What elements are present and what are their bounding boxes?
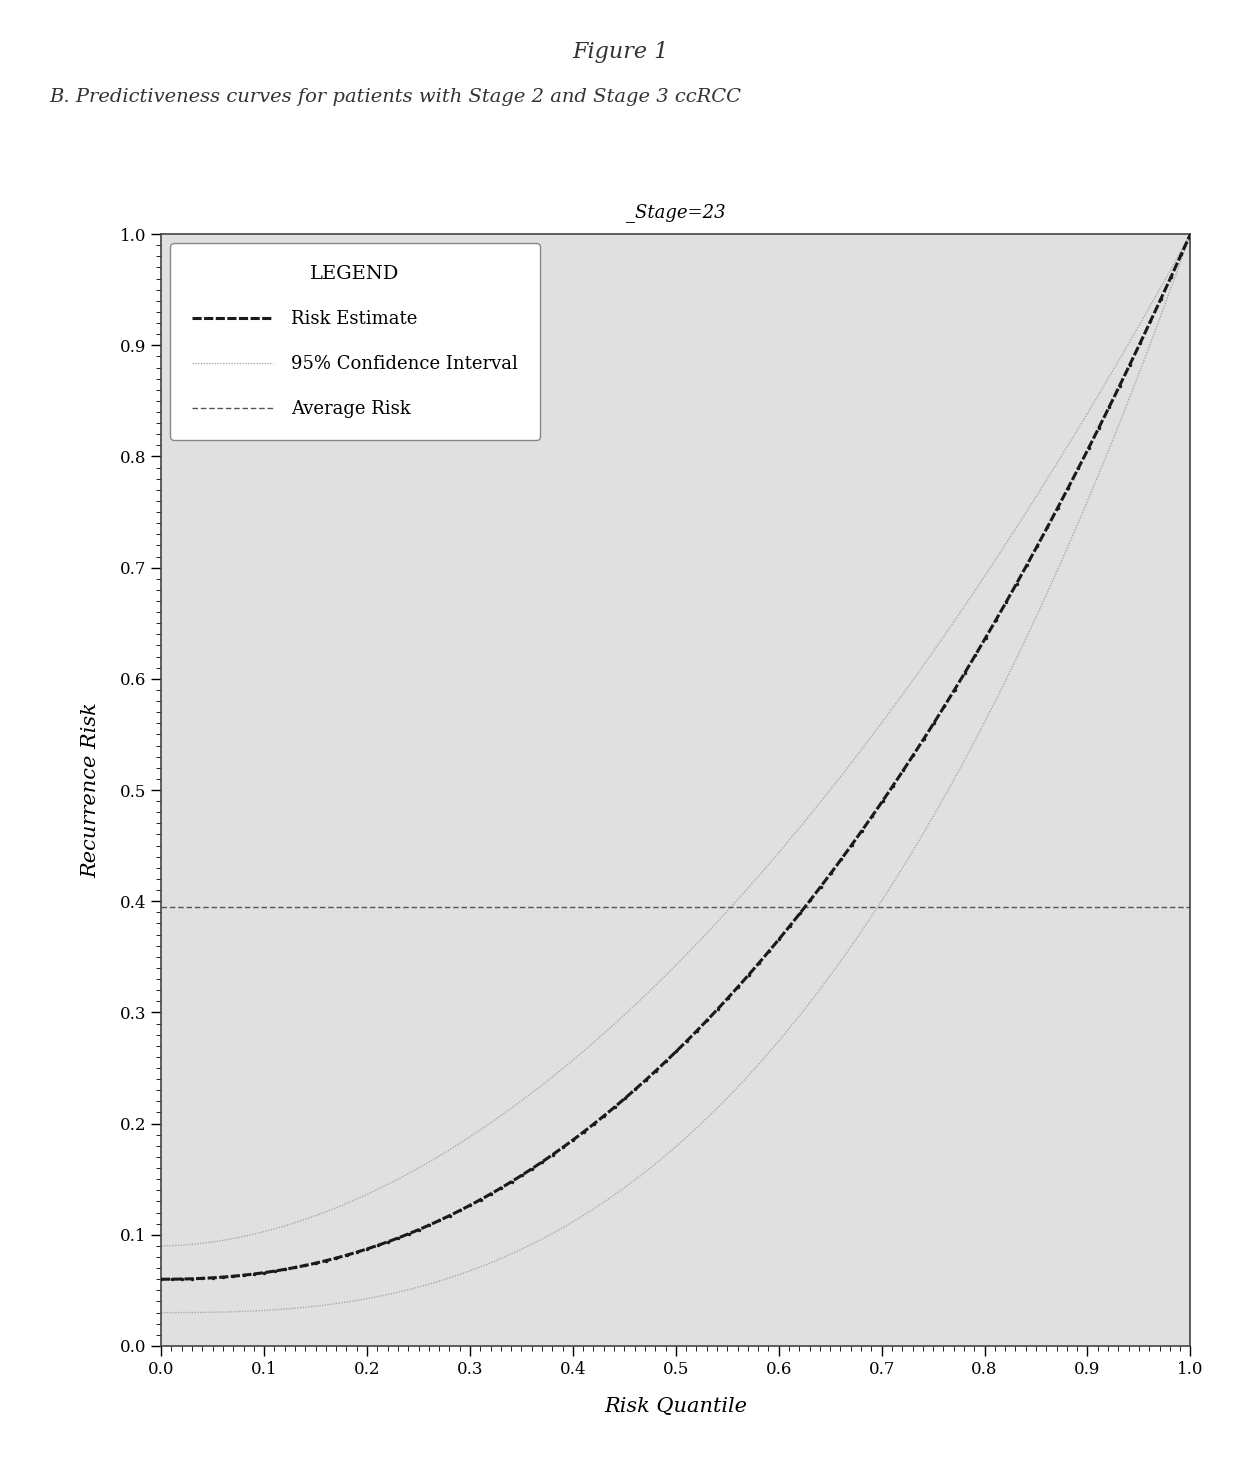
Text: Figure 1: Figure 1 xyxy=(572,41,668,63)
Legend: Risk Estimate, 95% Confidence Interval, Average Risk: Risk Estimate, 95% Confidence Interval, … xyxy=(170,243,539,440)
Text: B. Predictiveness curves for patients with Stage 2 and Stage 3 ccRCC: B. Predictiveness curves for patients wi… xyxy=(50,88,742,105)
X-axis label: Risk Quantile: Risk Quantile xyxy=(604,1397,748,1416)
Y-axis label: Recurrence Risk: Recurrence Risk xyxy=(82,702,100,878)
Title: _Stage=23: _Stage=23 xyxy=(626,203,725,222)
